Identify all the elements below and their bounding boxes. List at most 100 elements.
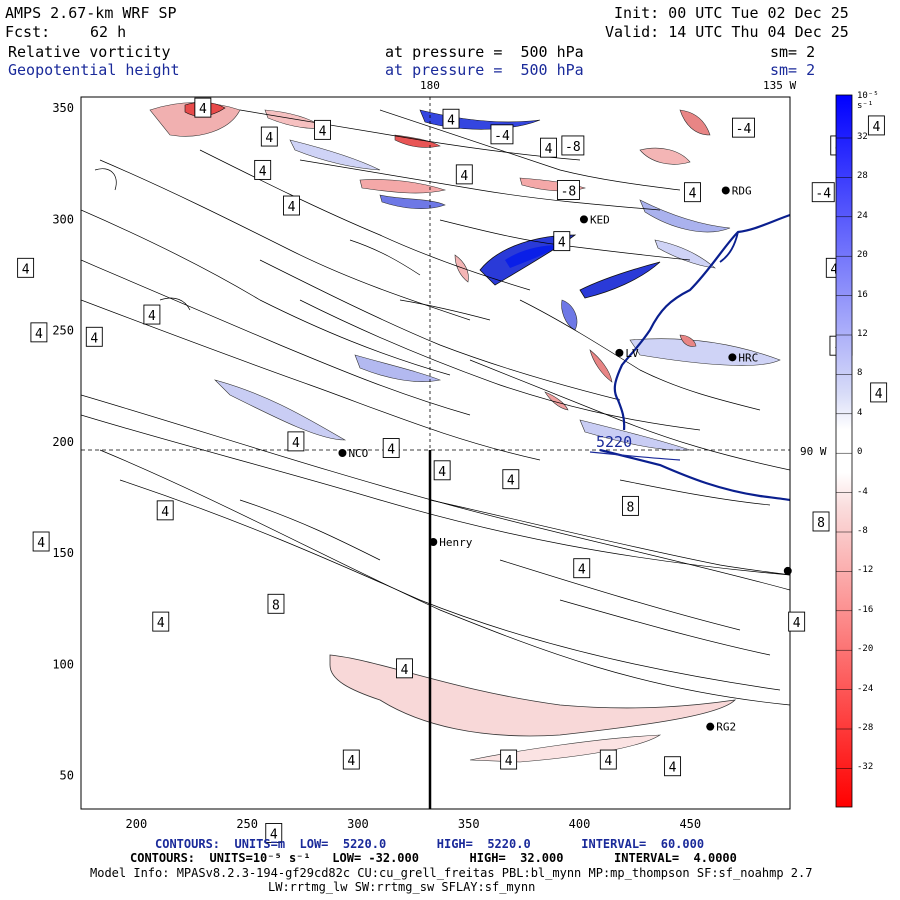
contour-label-box: 8	[622, 495, 639, 516]
colorbar-label: 28	[857, 171, 868, 182]
forecast-hours: 62 h	[90, 23, 127, 41]
station-dot	[728, 353, 737, 362]
station-label: HRC	[738, 351, 758, 364]
field2-smoothing: sm= 2	[770, 61, 816, 79]
x-axis-ticks: 200 250 300 350 400 450	[126, 817, 702, 831]
contour-label-text: 4	[505, 754, 513, 769]
contour-label-box: 4	[152, 611, 170, 632]
y-tick-label: 300	[52, 212, 74, 226]
contour-label-box: 4	[788, 611, 806, 632]
forecast-label: Fcst:	[5, 23, 51, 41]
x-tick-label: 450	[679, 817, 701, 831]
colorbar-label: 20	[857, 250, 868, 261]
contour-label-box: 4	[573, 558, 591, 579]
station-label: KED	[590, 213, 610, 226]
field2-name: Geopotential height	[8, 61, 180, 79]
contour-label-text: 4	[604, 754, 612, 769]
contour-label-box: 4	[265, 823, 283, 843]
contour-label-text: 4	[37, 536, 45, 551]
contour-label-box: 4	[283, 195, 300, 216]
contour-label-text: 4	[401, 663, 409, 678]
x-tick-label: 250	[236, 817, 258, 831]
contour-label-text: 4	[438, 465, 446, 480]
contour-label-text: 4	[319, 124, 327, 139]
contour-label-box: -4	[490, 124, 514, 145]
station-dot	[706, 722, 715, 731]
contour-label-box: 4	[254, 159, 272, 180]
station-markers: NCO Henry KED RDG HRC LV RG2	[338, 184, 792, 734]
colorbar-label: -28	[857, 723, 874, 733]
station-label: LV	[625, 347, 639, 360]
contour-label-text: 4	[830, 262, 838, 277]
contour-label-text: 4	[157, 616, 165, 631]
valid-time: Valid: 14 UTC Thu 04 Dec 25	[605, 23, 849, 41]
station-label: Henry	[439, 536, 472, 549]
contour-label-box: 4	[553, 231, 571, 252]
height-contour-label: 5220	[596, 433, 632, 451]
contour-label-text: 4	[578, 563, 586, 578]
station-dot	[721, 186, 730, 195]
contour-label-box: 4	[342, 749, 360, 770]
y-tick-label: 100	[52, 657, 74, 671]
field1-level: at pressure = 500 hPa	[385, 43, 584, 61]
y-tick-label: 250	[52, 324, 74, 338]
contour-label-text: 4	[90, 331, 98, 346]
contour-label-text: 4	[872, 120, 880, 135]
contour-label-text: 4	[387, 443, 395, 458]
contour-label-text: 4	[259, 164, 267, 179]
contour-label-box: -8	[561, 135, 585, 156]
contour-label-text: 4	[265, 131, 273, 146]
colorbar-title: 10⁻⁵ s⁻¹	[857, 91, 879, 111]
contour-label-text: 4	[507, 474, 515, 489]
contour-label-box: 4	[314, 119, 331, 140]
contour-label-text: 4	[148, 309, 156, 324]
contour-label-box: 4	[32, 531, 50, 552]
station-dot	[783, 566, 792, 575]
station-dot	[338, 449, 347, 457]
colorbar-label: -32	[857, 762, 874, 773]
vorticity-contour-info: CONTOURS: UNITS=10⁻⁵ s⁻¹ LOW= -32.000 HI…	[130, 851, 737, 865]
contour-label-box: 4	[684, 182, 701, 203]
contour-label-text: 8	[817, 516, 825, 531]
height-contour-info: CONTOURS: UNITS=m LOW= 5220.0 HIGH= 5220…	[155, 837, 705, 851]
field1-smoothing: sm= 2	[770, 43, 816, 61]
contour-label-box: -4	[811, 182, 835, 203]
contour-label-box: 4	[143, 304, 161, 325]
x-tick-label: 400	[569, 817, 591, 831]
station-dot	[579, 215, 588, 224]
model-info-radiation: LW:rrtmg_lw SW:rrtmg_sw SFLAY:sf_mynn	[268, 880, 536, 894]
colorbar-label: -8	[857, 526, 868, 536]
station-dot	[429, 538, 438, 546]
parallel-label-90w: 90 W	[800, 445, 827, 458]
contour-label-box: 4	[287, 431, 305, 452]
contour-label-text: 4	[292, 436, 300, 451]
contour-label-text: 4	[558, 236, 566, 251]
contour-label-box: 4	[382, 438, 400, 458]
y-tick-label: 200	[52, 435, 74, 449]
contour-label-text: 4	[689, 187, 697, 202]
station-label: RDG	[732, 184, 752, 197]
contour-label-text: 4	[199, 102, 207, 117]
colorbar-label: -16	[857, 604, 874, 615]
colorbar-label: -12	[857, 565, 874, 576]
colorbar-label: -4	[857, 486, 868, 497]
contour-label-box: 4	[870, 382, 888, 403]
contour-label-box: 4	[433, 460, 451, 481]
station-label: RG2	[716, 721, 736, 734]
contour-label-box: 4	[85, 326, 103, 347]
contour-label-text: -4	[494, 129, 510, 144]
x-tick-label: 200	[126, 817, 148, 831]
contour-label-text: 4	[447, 113, 455, 128]
contour-label-text: 4	[793, 616, 801, 631]
contour-label-box: 4	[30, 322, 48, 343]
model-title: AMPS 2.67-km WRF SP	[5, 4, 177, 22]
y-axis-ticks: 50 100 150 200 250 300 350	[52, 101, 74, 783]
contour-label-text: 4	[288, 200, 296, 215]
contour-label-box: 4	[502, 469, 520, 490]
y-tick-label: 50	[60, 769, 74, 783]
colorbar-label: 32	[857, 132, 868, 142]
colorbar-label: -24	[857, 683, 874, 694]
contour-label-text: 4	[875, 387, 883, 402]
contour-label-box: 4	[599, 749, 617, 770]
